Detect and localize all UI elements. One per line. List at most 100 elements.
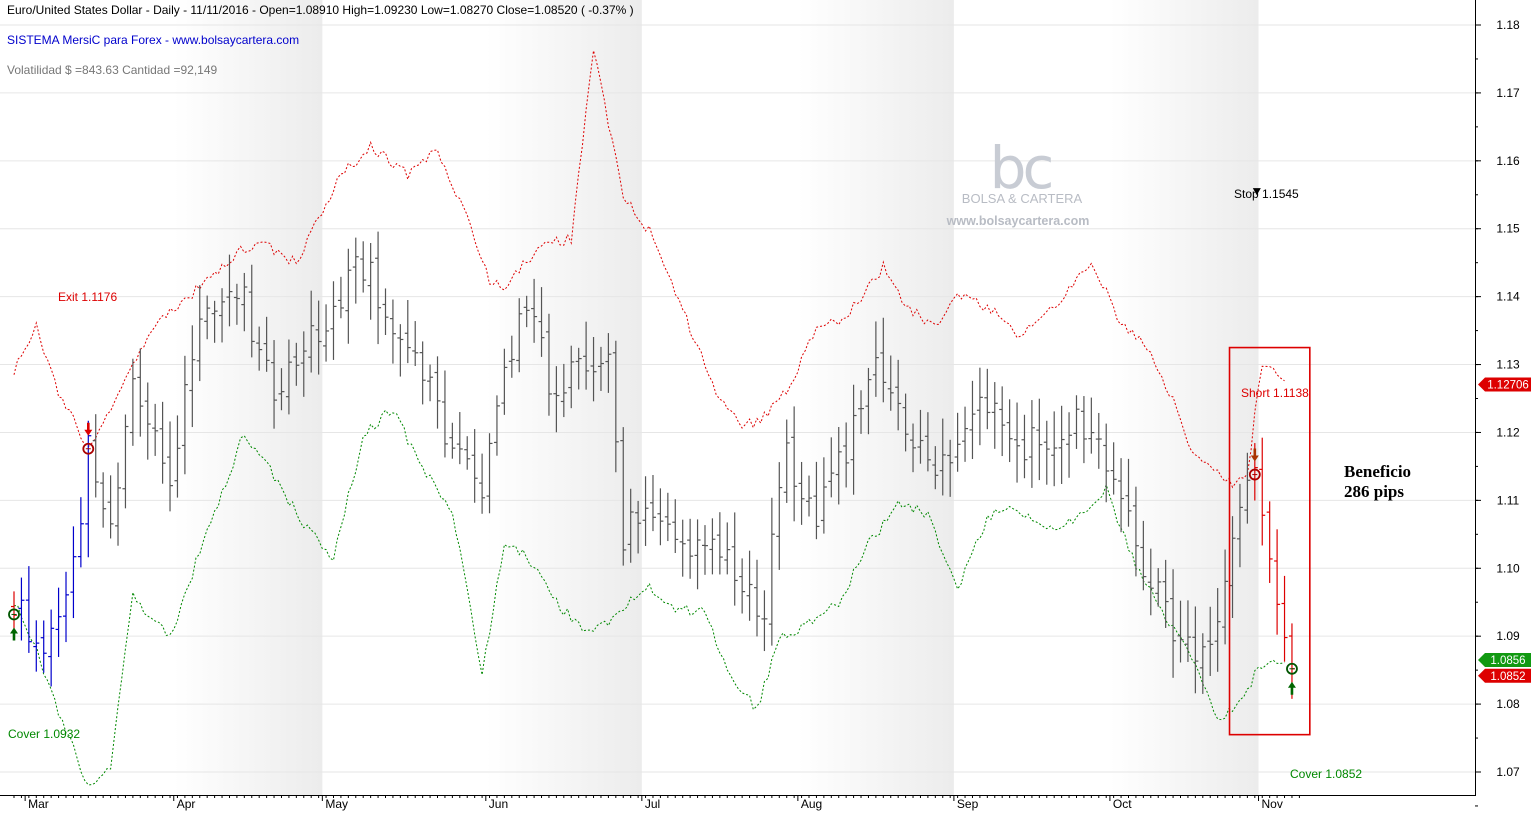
ohlc-bar (835, 426, 842, 505)
ohlc-bar (256, 326, 263, 371)
ohlc-bar (1125, 458, 1132, 527)
arrow-up-icon (1287, 681, 1296, 695)
y-axis: 1.07 1.08 1.09 1.10 1.11 1.12 1.13 1.14 1.15 1.16… (1475, 18, 1520, 807)
ohlc-bar (701, 525, 708, 575)
ohlc-bar (813, 461, 820, 540)
ohlc-bar (976, 367, 983, 446)
ohlc-bar (768, 497, 775, 646)
ohlc-bar (791, 406, 798, 522)
profit-line-2: 286 pips (1344, 482, 1404, 501)
ohlc-bar (746, 550, 753, 621)
ohlc-bar (1147, 548, 1154, 616)
arrow-down-icon (1250, 448, 1259, 462)
ohlc-bar (806, 475, 813, 517)
ohlc-bar (1140, 520, 1147, 591)
watermark-bc: bc (990, 134, 1052, 202)
month-band (797, 0, 954, 795)
system-link[interactable]: SISTEMA MersiC para Forex - www.bolsayca… (7, 33, 299, 47)
ohlc-bar (924, 412, 931, 472)
ohlc-bar (917, 409, 924, 464)
y-tick-label: 1.15 (1496, 222, 1520, 236)
signal-short_entry (1248, 448, 1261, 481)
ohlc-bar (1177, 600, 1184, 663)
stop-marker-icon (1252, 188, 1261, 196)
ohlc-bar (337, 276, 344, 319)
ohlc-bar (1207, 606, 1214, 676)
cover-bottom-label: Cover 1.0852 (1290, 767, 1362, 781)
ohlc-bar (263, 316, 270, 372)
ohlc-bar (687, 518, 694, 579)
ohlc-bar (1281, 575, 1288, 662)
ohlc-bar (308, 290, 315, 373)
arrow-down-icon (84, 422, 93, 436)
ohlc-bar (776, 462, 783, 570)
ohlc-bar (412, 321, 419, 366)
ohlc-bar (1073, 395, 1080, 449)
watermark-url: www.bolsaycartera.com (946, 214, 1090, 228)
ohlc-bar (620, 427, 627, 566)
ohlc-bar (367, 243, 374, 320)
ohlc-bar (100, 472, 107, 528)
ohlc-bar (456, 412, 463, 465)
ohlc-bar (761, 590, 768, 652)
ohlc-bar (11, 591, 17, 631)
ohlc-bar (783, 419, 790, 503)
ohlc-bar (241, 272, 248, 332)
ohlc-bar (152, 403, 159, 456)
ohlc-bar (1170, 569, 1177, 678)
ohlc-bar (330, 281, 337, 360)
ohlc-bar (323, 304, 330, 362)
ohlc-bar (1184, 600, 1191, 662)
ohlc-bar (285, 339, 292, 415)
ohlc-bar (820, 457, 827, 534)
price-tags: 1.12706 1.0856 1.0852 (1478, 377, 1531, 683)
ohlc-bar (382, 288, 389, 336)
ohlc-bar (85, 420, 92, 558)
ohlc-bar (479, 453, 486, 514)
y-tick-label: 1.18 (1496, 18, 1520, 32)
ohlc-bar (1066, 412, 1073, 478)
ohlc-bar (1006, 399, 1013, 463)
ohlc-bar (389, 299, 396, 364)
x-tick-label: Sep (957, 797, 979, 811)
month-shading (173, 0, 1259, 795)
x-tick-label: Jun (489, 797, 508, 811)
ohlc-bar (144, 382, 151, 460)
ohlc-bar (531, 278, 538, 343)
ohlc-bar (1080, 396, 1087, 464)
ohlc-bar (962, 406, 969, 462)
signal-markers (8, 188, 1298, 695)
ohlc-bar (248, 264, 255, 358)
ohlc-bar (1110, 442, 1117, 495)
watermark-name: BOLSA & CARTERA (962, 191, 1083, 206)
month-band (173, 0, 323, 795)
ohlc-bar (375, 231, 382, 345)
ohlc-bar (664, 492, 671, 542)
y-tick-label: 1.13 (1496, 358, 1520, 372)
ohlc-bar (137, 348, 144, 437)
ohlc-bar (1088, 397, 1095, 454)
ohlc-bar (545, 313, 552, 416)
y-tick-label: 1.12 (1496, 425, 1520, 439)
ohlc-bar (649, 475, 656, 532)
ohlc-bar (464, 436, 471, 470)
ohlc-bar (1244, 452, 1251, 524)
ohlc-bar (1036, 398, 1043, 481)
ohlc-bar (991, 382, 998, 449)
ohlc-bar (63, 571, 70, 643)
ohlc-bar (1095, 412, 1102, 469)
ohlc-bar (1214, 588, 1221, 672)
ohlc-bar (293, 342, 300, 386)
ohlc-bar (679, 519, 686, 577)
grid-lines (0, 24, 1475, 773)
ohlc-bar (583, 321, 590, 390)
ohlc-bar (471, 429, 478, 503)
ohlc-bar (174, 415, 181, 498)
ohlc-bar (553, 366, 560, 433)
ohlc-bar (159, 401, 166, 484)
ohlc-bar (219, 288, 226, 343)
signal-long_entry (8, 608, 20, 641)
ohlc-bar (129, 358, 136, 446)
ohlc-bar (538, 287, 545, 357)
